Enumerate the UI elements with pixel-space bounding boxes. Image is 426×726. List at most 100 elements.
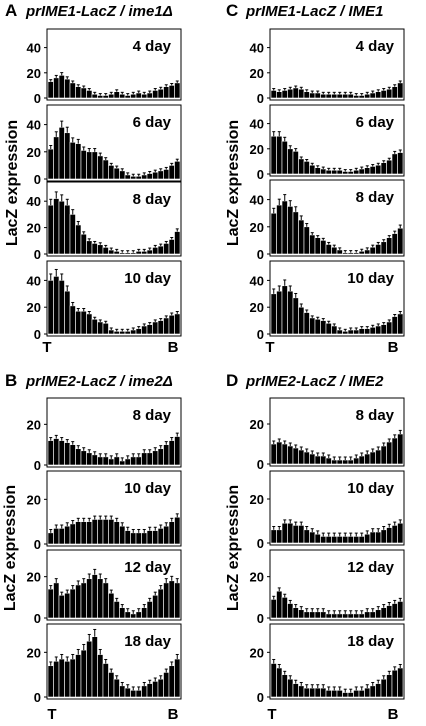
bar <box>157 245 164 255</box>
bar <box>375 91 382 99</box>
panel-letter: D <box>226 371 238 390</box>
bar <box>47 81 54 99</box>
bar <box>347 252 354 255</box>
bar <box>64 290 71 335</box>
bar <box>358 536 365 544</box>
bar <box>64 592 71 619</box>
bar <box>146 601 153 619</box>
bar <box>91 243 98 255</box>
y-tick-label: 20 <box>27 300 41 315</box>
x-end-label: B <box>168 706 179 723</box>
bar <box>58 75 65 99</box>
panel-letter: C <box>226 1 238 20</box>
bar <box>320 93 327 99</box>
bar <box>320 611 327 619</box>
bar <box>298 609 305 619</box>
bar <box>309 687 316 698</box>
bar <box>314 533 321 544</box>
bar <box>174 82 181 99</box>
bar <box>157 320 164 335</box>
bar <box>141 452 148 466</box>
bar <box>135 328 142 335</box>
bar <box>270 212 277 255</box>
bar <box>298 158 305 175</box>
bar <box>58 594 65 619</box>
y-tick-label: 40 <box>27 118 41 133</box>
subplot-12-day: 0 20 12 day <box>250 549 405 626</box>
bar <box>347 459 354 465</box>
bar <box>69 444 76 466</box>
bar <box>130 175 137 180</box>
y-tick-label: 20 <box>250 220 264 235</box>
bar <box>69 141 76 180</box>
bar <box>347 536 354 544</box>
y-axis-label: LacZ expression <box>225 485 242 611</box>
subplot-label: 10 day <box>124 480 171 497</box>
bar <box>146 530 153 545</box>
y-tick-label: 0 <box>34 247 41 262</box>
bar <box>53 528 60 545</box>
bar <box>397 227 404 255</box>
bar <box>53 582 60 619</box>
y-tick-label: 20 <box>250 492 264 507</box>
y-tick-label: 40 <box>250 41 264 56</box>
bar <box>342 93 349 99</box>
bar <box>124 95 131 99</box>
bar <box>69 214 76 255</box>
bar <box>80 649 87 698</box>
y-axis-label: LacZ expression <box>4 120 21 246</box>
bar <box>303 451 310 465</box>
bar <box>124 687 131 698</box>
subplot-label: 8 day <box>356 407 395 424</box>
bar <box>309 317 316 335</box>
subplot-label: 6 day <box>133 114 172 131</box>
bar <box>91 318 98 335</box>
bar <box>97 95 104 99</box>
bar <box>163 169 170 180</box>
bar <box>102 582 109 619</box>
bar <box>325 457 332 465</box>
panel-title: prIME1-LacZ / IME1 <box>245 3 384 20</box>
bar <box>309 453 316 465</box>
bar <box>102 322 109 335</box>
bar <box>91 93 98 99</box>
bar <box>270 529 277 544</box>
bar <box>303 611 310 619</box>
bar <box>364 167 371 175</box>
bar <box>391 437 398 465</box>
bar <box>342 692 349 698</box>
bar <box>303 687 310 698</box>
bar <box>380 529 387 544</box>
bar <box>325 169 332 175</box>
bar <box>130 329 137 335</box>
bar <box>347 692 354 698</box>
bar <box>276 91 283 99</box>
bar <box>380 607 387 619</box>
bar <box>380 445 387 465</box>
bar <box>369 611 376 619</box>
y-tick-label: 20 <box>27 417 41 432</box>
bar <box>163 672 170 698</box>
y-tick-label: 40 <box>27 273 41 288</box>
bar <box>358 613 365 619</box>
y-tick-label: 20 <box>27 221 41 236</box>
subplot-4-day: 0 20 40 4 day <box>250 28 405 106</box>
bar <box>108 329 115 335</box>
bar <box>303 226 310 255</box>
bar <box>130 689 137 698</box>
bar <box>375 609 382 619</box>
bar <box>108 592 115 619</box>
bar <box>331 689 338 698</box>
y-tick-label: 20 <box>250 645 264 660</box>
bar <box>58 200 65 255</box>
bar <box>364 328 371 335</box>
bar <box>380 324 387 335</box>
bar <box>386 674 393 698</box>
panel-title: prIME1-LacZ / ime1Δ <box>25 3 173 20</box>
bar <box>91 636 98 698</box>
bar <box>163 525 170 545</box>
subplot-8-day: 0 20 8 day <box>27 397 182 473</box>
bar <box>152 321 159 335</box>
bar <box>157 88 164 99</box>
y-tick-label: 0 <box>257 91 264 106</box>
